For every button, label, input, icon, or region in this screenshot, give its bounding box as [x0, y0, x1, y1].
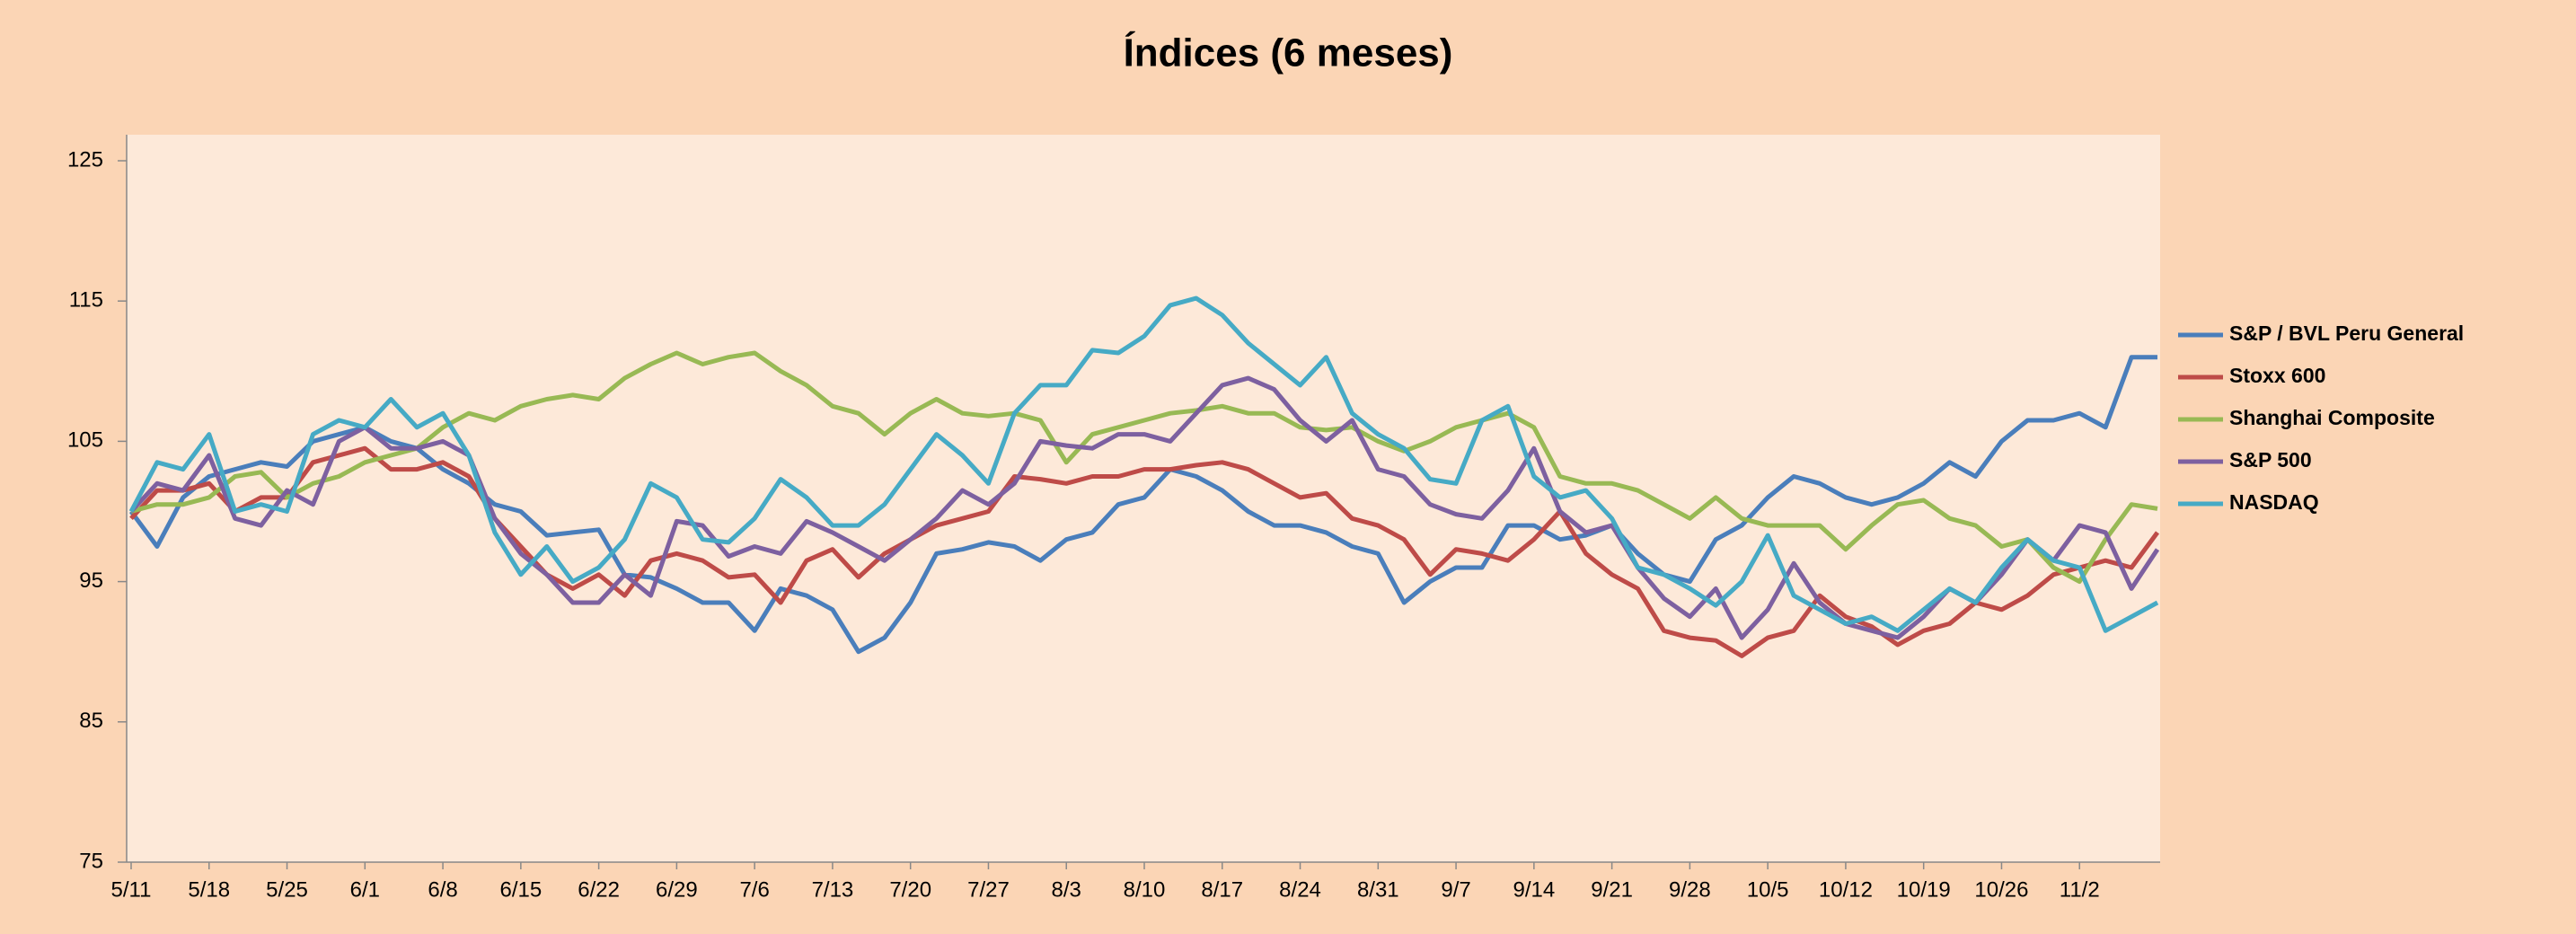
x-tick-label: 9/21	[1591, 877, 1633, 902]
y-tick-label: 85	[79, 709, 103, 733]
x-tick-label: 8/24	[1279, 877, 1321, 902]
x-tick-label: 5/11	[111, 877, 152, 902]
x-tick-label: 8/31	[1357, 877, 1399, 902]
y-tick-label: 95	[79, 568, 103, 593]
x-tick-label: 9/7	[1441, 877, 1470, 902]
chart-title: Índices (6 meses)	[1124, 31, 1453, 75]
legend-label: Stoxx 600	[2229, 364, 2325, 387]
x-tick-label: 8/3	[1052, 877, 1081, 902]
series-line	[130, 350, 2158, 585]
x-tick-label: 8/17	[1201, 877, 1243, 902]
x-tick-label: 7/20	[889, 877, 931, 902]
x-tick-label: 10/26	[1974, 877, 2028, 902]
x-tick-label: 6/22	[578, 877, 620, 902]
x-tick-label: 10/12	[1819, 877, 1873, 902]
legend-label: Shanghai Composite	[2229, 406, 2435, 429]
x-tick-label: 9/28	[1669, 877, 1711, 902]
x-tick-label: 6/15	[499, 877, 542, 902]
y-tick-label: 125	[67, 147, 103, 172]
x-tick-label: 7/6	[739, 877, 769, 902]
x-tick-label: 7/13	[812, 877, 854, 902]
x-tick-label: 7/27	[967, 877, 1010, 902]
legend-label: NASDAQ	[2229, 490, 2319, 514]
x-tick-label: 10/5	[1747, 877, 1789, 902]
x-tick-label: 11/2	[2060, 877, 2100, 902]
y-tick-label: 105	[67, 428, 103, 453]
x-tick-label: 6/1	[350, 877, 380, 902]
x-tick-label: 5/18	[188, 877, 230, 902]
x-tick-label: 6/29	[656, 877, 698, 902]
x-tick-label: 6/8	[428, 877, 457, 902]
x-tick-label: 10/19	[1897, 877, 1951, 902]
series-line	[129, 445, 2160, 658]
legend-label: S&P 500	[2229, 448, 2312, 471]
series-line	[128, 355, 2157, 655]
x-tick-label: 9/14	[1513, 877, 1555, 902]
y-tick-label: 115	[69, 288, 103, 313]
legend-label: S&P / BVL Peru General	[2229, 322, 2464, 345]
x-tick-label: 5/25	[266, 877, 308, 902]
x-tick-label: 8/10	[1124, 877, 1166, 902]
series-line	[128, 295, 2159, 633]
y-tick-label: 75	[79, 849, 103, 873]
